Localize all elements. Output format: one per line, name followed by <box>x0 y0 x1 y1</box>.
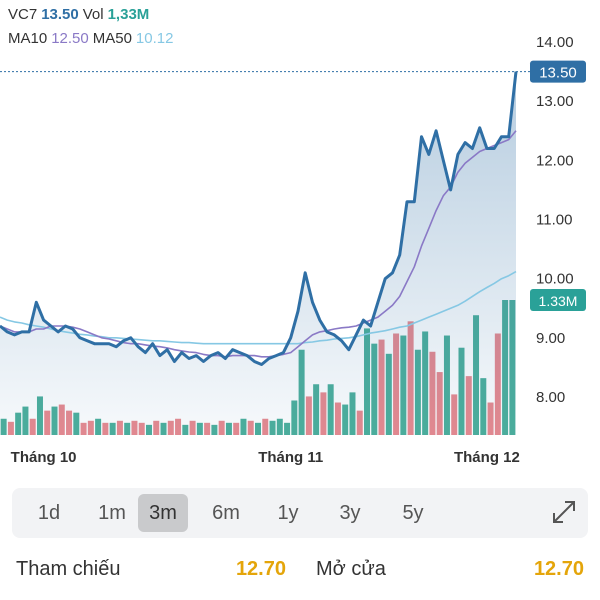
y-tick-label: 10.00 <box>536 271 574 288</box>
timeframe-tabs: 1d 1m 3m 6m 1y 3y 5y <box>12 488 588 538</box>
last-volume-tag <box>530 289 586 311</box>
symbol-label: VC7 <box>8 6 38 23</box>
price-area <box>0 71 516 435</box>
last-price-tag-text: 13.50 <box>539 65 577 82</box>
tab-1m[interactable]: 1m <box>98 502 126 524</box>
last-volume-tag-text: 1.33M <box>539 293 578 309</box>
tab-3m[interactable]: 3m <box>138 494 188 532</box>
y-tick-label: 13.00 <box>536 93 574 110</box>
legend-line-1: VC7 13.50 Vol 1,33M <box>8 6 153 23</box>
tab-5y[interactable]: 5y <box>402 502 424 524</box>
price-value: 13.50 <box>41 6 79 23</box>
tab-1y[interactable]: 1y <box>277 502 299 524</box>
x-tick-label: Tháng 12 <box>454 449 520 466</box>
reference-value: 12.70 <box>235 558 286 580</box>
reference-price-row: Tham chiếu 12.70 <box>16 558 286 581</box>
expand-icon[interactable] <box>550 498 578 526</box>
last-price-tag <box>530 60 586 83</box>
ma50-label: MA50 <box>92 30 132 47</box>
open-label: Mở cửa <box>316 558 386 580</box>
ma10-label: MA10 <box>8 30 48 47</box>
legend-line-2: MA10 12.50 MA50 10.12 <box>8 30 177 47</box>
y-tick-label: 8.00 <box>536 389 565 406</box>
tab-3y[interactable]: 3y <box>339 502 361 524</box>
y-tick-label: 11.00 <box>536 212 572 229</box>
price-chart[interactable]: 14.00 13.00 12.00 11.00 10.00 9.00 8.00 Tháng 1… <box>0 0 600 480</box>
ma10-line <box>0 130 517 358</box>
tab-1d[interactable]: 1d <box>37 502 61 524</box>
price-line <box>0 71 518 366</box>
y-tick-label: 14.00 <box>536 34 574 51</box>
open-value: 12.70 <box>533 558 584 580</box>
vol-value: 1,33M <box>107 6 150 23</box>
vol-label: Vol <box>82 6 104 23</box>
open-price-row: Mở cửa 12.70 <box>316 558 584 581</box>
ma50-line <box>0 270 517 345</box>
x-tick-label: Tháng 10 <box>11 449 77 466</box>
ma50-value: 10.12 <box>135 30 174 47</box>
x-tick-label: Tháng 11 <box>258 449 323 466</box>
tab-6m[interactable]: 6m <box>212 502 240 524</box>
reference-label: Tham chiếu <box>16 558 121 580</box>
y-tick-label: 9.00 <box>536 330 565 347</box>
y-tick-label: 12.00 <box>536 152 574 169</box>
ma10-value: 12.50 <box>51 30 89 47</box>
